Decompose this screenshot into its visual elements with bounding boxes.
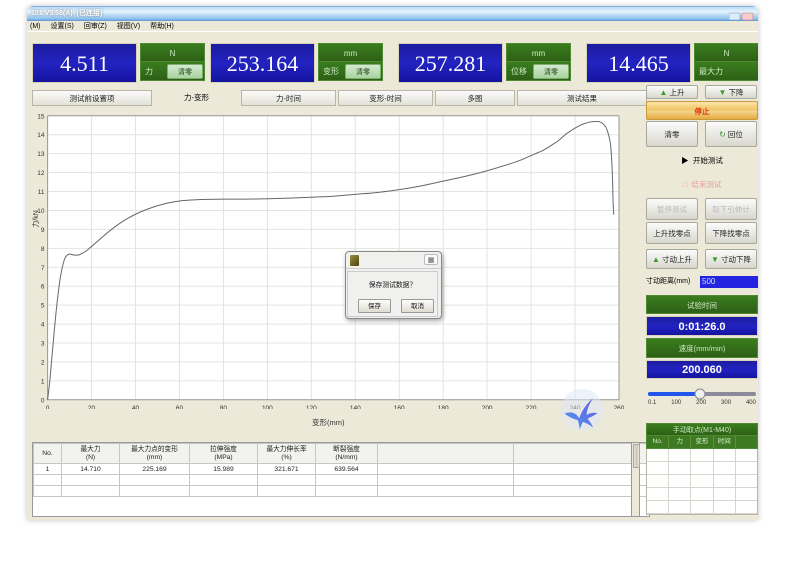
svg-text:4: 4 [41, 322, 45, 329]
svg-text:13: 13 [37, 151, 45, 158]
svg-text:140: 140 [350, 405, 361, 409]
svg-text:11: 11 [38, 189, 45, 196]
svg-text:200: 200 [482, 405, 493, 409]
svg-text:20: 20 [88, 405, 96, 409]
svg-text:80: 80 [220, 405, 228, 409]
svg-text:9: 9 [41, 227, 45, 234]
svg-text:5: 5 [41, 303, 45, 310]
svg-text:260: 260 [614, 405, 625, 409]
svg-text:160: 160 [394, 405, 405, 409]
svg-text:7: 7 [41, 265, 45, 272]
svg-text:100: 100 [262, 405, 273, 409]
svg-text:15: 15 [37, 113, 45, 120]
svg-text:0: 0 [46, 405, 50, 409]
svg-text:120: 120 [306, 405, 317, 409]
svg-text:2: 2 [41, 359, 45, 366]
svg-text:60: 60 [176, 405, 184, 409]
svg-text:12: 12 [37, 170, 45, 177]
svg-text:220: 220 [526, 405, 537, 409]
svg-text:1: 1 [41, 378, 45, 385]
svg-text:6: 6 [41, 284, 45, 291]
svg-text:14: 14 [37, 132, 45, 139]
svg-text:3: 3 [41, 341, 45, 348]
svg-text:0: 0 [41, 397, 45, 404]
svg-text:8: 8 [41, 246, 45, 253]
svg-text:180: 180 [438, 405, 449, 409]
svg-text:40: 40 [132, 405, 140, 409]
